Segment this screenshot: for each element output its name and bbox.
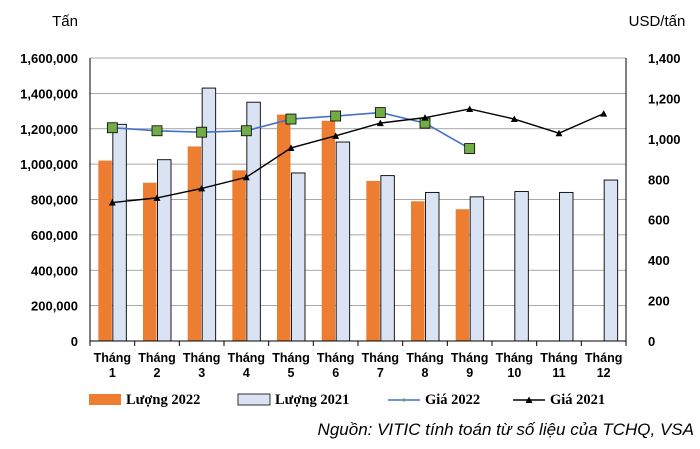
bar-lượng-2021-12 bbox=[603, 179, 619, 342]
bar-lượng-2022-4 bbox=[232, 170, 246, 341]
legend-giá-2021-label: Giá 2021 bbox=[550, 392, 605, 408]
bar-lượng-2022-2 bbox=[143, 182, 157, 341]
x-tick-label-number: 4 bbox=[243, 366, 250, 380]
x-tick-label-number: 10 bbox=[507, 366, 521, 380]
right-tick-label: 1,400 bbox=[648, 51, 681, 66]
point-gia-2022-4 bbox=[240, 125, 252, 137]
x-tick-label-month: Tháng bbox=[317, 351, 355, 365]
bar-lượng-2021-6 bbox=[335, 141, 351, 342]
left-tick-label: 800,000 bbox=[31, 193, 78, 208]
x-tick-label-number: 8 bbox=[422, 366, 429, 380]
legend-lượng-2022-label: Lượng 2022 bbox=[126, 392, 200, 408]
x-tick-label-month: Tháng bbox=[451, 351, 489, 365]
x-tick-label-month: Tháng bbox=[183, 351, 221, 365]
point-gia-2021-4 bbox=[242, 173, 250, 181]
x-tick-label-number: 7 bbox=[377, 366, 384, 380]
right-tick-label: 600 bbox=[648, 213, 670, 228]
legend-giá-2022-label: Giá 2022 bbox=[425, 392, 480, 408]
x-tick-label-month: Tháng bbox=[138, 351, 176, 365]
left-tick-label: 1,600,000 bbox=[20, 51, 78, 66]
point-gia-2022-6 bbox=[330, 110, 342, 122]
bar-lượng-2022-9 bbox=[455, 209, 470, 341]
x-tick-label-number: 9 bbox=[466, 366, 473, 380]
bar-lượng-2021-5 bbox=[291, 172, 306, 342]
point-gia-2021-7 bbox=[376, 119, 384, 127]
point-gia-2021-8 bbox=[421, 114, 429, 121]
right-tick-label: 1,200 bbox=[648, 91, 681, 106]
legend: Lượng 2022 Lượng 2021 Giá 2022 Giá 2021 bbox=[89, 392, 605, 408]
right-axis-unit: USD/tấn bbox=[629, 13, 686, 30]
legend-lượng-2022-swatch bbox=[89, 394, 121, 405]
x-tick-label-month: Tháng bbox=[585, 351, 623, 365]
bar-lượng-2022-8 bbox=[411, 201, 425, 341]
left-tick-label: 200,000 bbox=[31, 299, 78, 314]
left-tick-label: 0 bbox=[71, 334, 78, 349]
bar-lượng-2021-3 bbox=[201, 87, 217, 342]
left-tick-label: 1,200,000 bbox=[20, 122, 78, 137]
x-tick-label-month: Tháng bbox=[228, 351, 266, 365]
x-tick-label-number: 3 bbox=[198, 366, 205, 380]
line-giá-2021 bbox=[112, 108, 604, 204]
point-gia-2021-1 bbox=[108, 199, 116, 206]
point-gia-2021-11 bbox=[555, 129, 563, 137]
bar-lượng-2021-1 bbox=[112, 123, 127, 342]
point-gia-2021-12 bbox=[600, 110, 608, 117]
left-tick-label: 1,400,000 bbox=[20, 86, 78, 101]
legend-giá-2022-marker bbox=[402, 398, 406, 402]
x-tick-label-number: 2 bbox=[154, 366, 161, 380]
x-tick-label-number: 6 bbox=[332, 366, 339, 380]
bar-lượng-2021-8 bbox=[425, 191, 440, 342]
right-tick-label: 400 bbox=[648, 253, 670, 268]
point-gia-2022-2 bbox=[151, 125, 163, 137]
x-tick-label-number: 11 bbox=[552, 366, 565, 380]
point-gia-2022-5 bbox=[285, 113, 297, 125]
point-gia-2021-3 bbox=[198, 184, 206, 192]
bar-lượng-2021-2 bbox=[157, 159, 172, 342]
right-tick-label: 200 bbox=[648, 294, 670, 309]
point-gia-2022-7 bbox=[374, 107, 386, 118]
left-axis-unit: Tấn bbox=[52, 13, 78, 30]
bar-lượng-2022-7 bbox=[366, 180, 380, 341]
x-tick-label-number: 1 bbox=[109, 366, 116, 380]
right-tick-label: 0 bbox=[648, 334, 655, 349]
bar-lượng-2021-7 bbox=[380, 175, 395, 342]
source-note: Nguồn: VITIC tính toán từ số liệu của TC… bbox=[317, 420, 694, 439]
point-gia-2022-3 bbox=[196, 126, 208, 138]
x-tick-label-month: Tháng bbox=[94, 351, 132, 365]
left-tick-label: 600,000 bbox=[31, 228, 78, 243]
bar-lượng-2021-9 bbox=[469, 196, 485, 342]
point-gia-2021-5 bbox=[287, 144, 295, 151]
right-tick-label: 800 bbox=[648, 172, 670, 187]
point-gia-2021-6 bbox=[332, 132, 340, 139]
x-tick-label-month: Tháng bbox=[272, 351, 310, 365]
x-tick-label-number: 12 bbox=[597, 366, 611, 380]
legend-giá-2021-marker bbox=[525, 396, 533, 403]
x-tick-label-month: Tháng bbox=[406, 351, 444, 365]
point-gia-2021-10 bbox=[510, 115, 518, 123]
x-tick-label-month: Tháng bbox=[362, 351, 400, 365]
point-gia-2021-9 bbox=[466, 105, 474, 112]
x-tick-label-month: Tháng bbox=[540, 351, 578, 365]
right-tick-label: 1,000 bbox=[648, 132, 681, 147]
legend-lượng-2021-label: Lượng 2021 bbox=[275, 392, 349, 408]
x-tick-label-month: Tháng bbox=[496, 351, 534, 365]
left-tick-label: 1,000,000 bbox=[20, 157, 78, 172]
bar-lượng-2022-6 bbox=[321, 120, 336, 342]
bar-lượng-2022-3 bbox=[187, 146, 202, 341]
bar-lượng-2021-10 bbox=[514, 191, 529, 342]
point-gia-2022-9 bbox=[464, 143, 476, 154]
plot-area: 0 200,000 400,000 600,000 800,000 1,000,000 1,… bbox=[20, 51, 680, 380]
x-tick-label-number: 5 bbox=[288, 366, 295, 380]
legend-lượng-2021-swatch bbox=[237, 393, 271, 406]
bar-lượng-2021-11 bbox=[559, 191, 574, 342]
point-gia-2022-1 bbox=[106, 122, 118, 134]
bar-lượng-2022-1 bbox=[98, 160, 112, 341]
left-tick-label: 400,000 bbox=[31, 263, 78, 278]
bar-lượng-2022-5 bbox=[277, 114, 291, 341]
point-gia-2021-2 bbox=[153, 194, 161, 201]
bar-lượng-2021-4 bbox=[246, 101, 261, 342]
